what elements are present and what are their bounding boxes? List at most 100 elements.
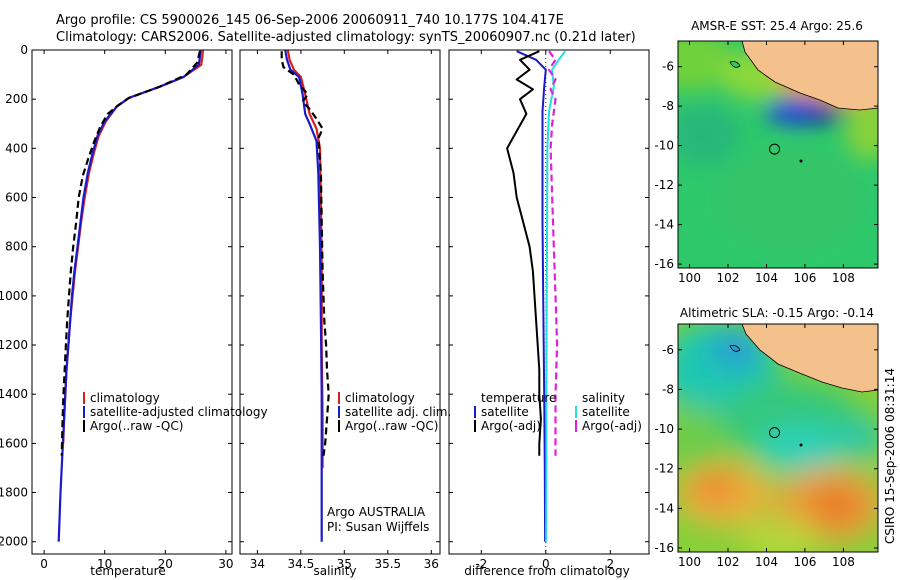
legend-label-argo: Argo(..raw -QC) xyxy=(345,419,438,433)
map-x-tick-label: 106 xyxy=(793,555,816,569)
series-line-satellite-adjusted-climatology xyxy=(57,49,202,542)
sst-island xyxy=(729,61,741,68)
x-tick-label: 0 xyxy=(40,557,48,571)
x-tick-label: 10 xyxy=(97,557,112,571)
map-x-tick-label: 108 xyxy=(832,555,855,569)
x-tick-label: 35.5 xyxy=(374,557,401,571)
y-tick-label: 600 xyxy=(5,191,28,205)
legend-label-sal-argo: Argo(-adj) xyxy=(582,419,642,433)
sla-map-title: Altimetric SLA: -0.15 Argo: -0.14 xyxy=(680,306,874,320)
sst-islet xyxy=(799,159,803,163)
legend-heading-salinity: salinity xyxy=(582,391,625,405)
salinity-plot: 34 34.5 35 35.5 36 xyxy=(240,49,440,571)
series-line-salinity-argo-adj- xyxy=(547,50,559,456)
sst-argo-location-marker xyxy=(769,143,780,155)
salinity-panel: 34 34.5 35 35.5 36 salinity climatology sate… xyxy=(239,49,451,578)
y-tick-label: 1400 xyxy=(0,387,28,401)
series-line-climatology xyxy=(62,49,204,444)
map-y-tick-label: -6 xyxy=(662,60,674,74)
x-tick-label: 20 xyxy=(158,557,173,571)
map-y-tick-label: -12 xyxy=(654,178,674,192)
map-y-tick-label: -12 xyxy=(654,462,674,476)
figure-title-line1: Argo profile: CS 5900026_145 06-Sep-2006… xyxy=(56,13,564,28)
y-tick-label: 1200 xyxy=(0,338,28,352)
x-tick-label: 2 xyxy=(606,557,614,571)
argo-float-owner: Argo AUSTRALIA xyxy=(327,505,426,519)
difference-legend: temperature satellite Argo(-adj) salinit… xyxy=(474,391,642,433)
map-x-tick-label: 100 xyxy=(678,271,701,285)
map-x-tick-label: 106 xyxy=(793,271,816,285)
map-x-tick-label: 108 xyxy=(832,271,855,285)
temperature-axes-box xyxy=(31,49,233,555)
sla-argo-location-marker xyxy=(769,427,780,439)
sla-map-panel: Altimetric SLA: -0.15 Argo: -0.14 xyxy=(654,306,879,569)
map-y-tick-label: -8 xyxy=(662,382,674,396)
temperature-plot: 0 10 20 30 0 200 400 600 800 1000 1200 1400 1600 1800… xyxy=(0,43,234,571)
sst-land-sumatra-java xyxy=(741,41,878,111)
y-tick-label: 400 xyxy=(5,141,28,155)
salinity-xlabel: salinity xyxy=(313,564,356,578)
legend-label-satellite: satellite adj. clim. xyxy=(345,405,451,419)
difference-axes-box xyxy=(448,49,650,555)
map-x-tick-label: 104 xyxy=(755,271,778,285)
y-tick-label: 1000 xyxy=(0,289,28,303)
legend-heading-temperature: temperature xyxy=(481,391,556,405)
series-line-salinity-satellite xyxy=(545,50,566,542)
csiro-timestamp: CSIRO 15-Sep-2006 08:31:14 xyxy=(883,368,897,544)
map-x-tick-label: 102 xyxy=(717,271,740,285)
difference-plot: -2 0 2 xyxy=(449,49,649,571)
sla-land-sumatra-java xyxy=(741,324,878,393)
sst-map-panel: AMSR-E SST: 25.4 Argo: 25.6 100 102 104 106… xyxy=(654,19,879,285)
legend-label-climatology: climatology xyxy=(90,391,160,405)
y-tick-label: 1800 xyxy=(0,486,28,500)
map-y-tick-label: -10 xyxy=(654,422,674,436)
difference-xlabel: difference from climatology xyxy=(464,564,630,578)
series-line-satellite-adj-clim- xyxy=(284,49,323,542)
map-y-tick-label: -14 xyxy=(654,501,674,515)
salinity-legend: climatology satellite adj. clim. Argo(..… xyxy=(338,391,451,433)
legend-label-argo: Argo(..raw -QC) xyxy=(90,419,183,433)
x-tick-label: -2 xyxy=(475,557,487,571)
map-x-tick-label: 104 xyxy=(755,555,778,569)
map-y-tick-label: -16 xyxy=(654,257,674,271)
sst-axes-box xyxy=(677,40,879,269)
sla-axes-ticks: 100 102 104 106 108 -6 -8 -10 -12 -14 -16 xyxy=(654,324,878,569)
sla-axes-box xyxy=(677,323,879,553)
argo-float-pi: PI: Susan Wijffels xyxy=(327,520,429,534)
x-tick-label: 0 xyxy=(542,557,550,571)
legend-label-climatology: climatology xyxy=(345,391,415,405)
map-y-tick-label: -6 xyxy=(662,343,674,357)
legend-label-sal-satellite: satellite xyxy=(582,405,630,419)
series-line-argo-raw-qc- xyxy=(280,51,330,456)
map-y-tick-label: -8 xyxy=(662,99,674,113)
temperature-panel: 0 10 20 30 0 200 400 600 800 1000 1200 1400 1600 1800… xyxy=(0,43,268,578)
x-tick-label: 35 xyxy=(337,557,352,571)
map-x-tick-label: 102 xyxy=(717,555,740,569)
y-tick-label: 1600 xyxy=(0,436,28,450)
series-line-temperature-satellite xyxy=(516,50,547,542)
figure-title-line2: Climatology: CARS2006. Satellite-adjuste… xyxy=(56,30,636,45)
legend-label-temp-argo: Argo(-adj) xyxy=(481,419,541,433)
sla-field xyxy=(678,324,878,552)
x-tick-label: 30 xyxy=(218,557,233,571)
sst-axes-ticks: 100 102 104 106 108 -6 -8 -10 -12 -14 -16 xyxy=(654,41,878,285)
map-y-tick-label: -16 xyxy=(654,541,674,555)
x-tick-label: 36 xyxy=(424,557,439,571)
temperature-xlabel: temperature xyxy=(90,564,165,578)
y-tick-label: 200 xyxy=(5,92,28,106)
legend-label-temp-satellite: satellite xyxy=(481,405,529,419)
map-x-tick-label: 100 xyxy=(678,555,701,569)
sla-islet xyxy=(799,443,803,447)
series-line-temperature-argo-adj- xyxy=(506,50,542,456)
y-tick-label: 2000 xyxy=(0,535,28,549)
sst-field xyxy=(678,41,878,268)
difference-panel: -2 0 2 difference from climatology tempera… xyxy=(448,49,650,578)
y-tick-label: 0 xyxy=(20,43,28,57)
temperature-legend: climatology satellite-adjusted climatolo… xyxy=(83,391,268,433)
legend-label-satellite: satellite-adjusted climatology xyxy=(90,405,268,419)
sst-map-title: AMSR-E SST: 25.4 Argo: 25.6 xyxy=(691,19,863,33)
salinity-axes-box xyxy=(239,49,441,555)
map-y-tick-label: -10 xyxy=(654,139,674,153)
sla-island xyxy=(729,345,741,352)
